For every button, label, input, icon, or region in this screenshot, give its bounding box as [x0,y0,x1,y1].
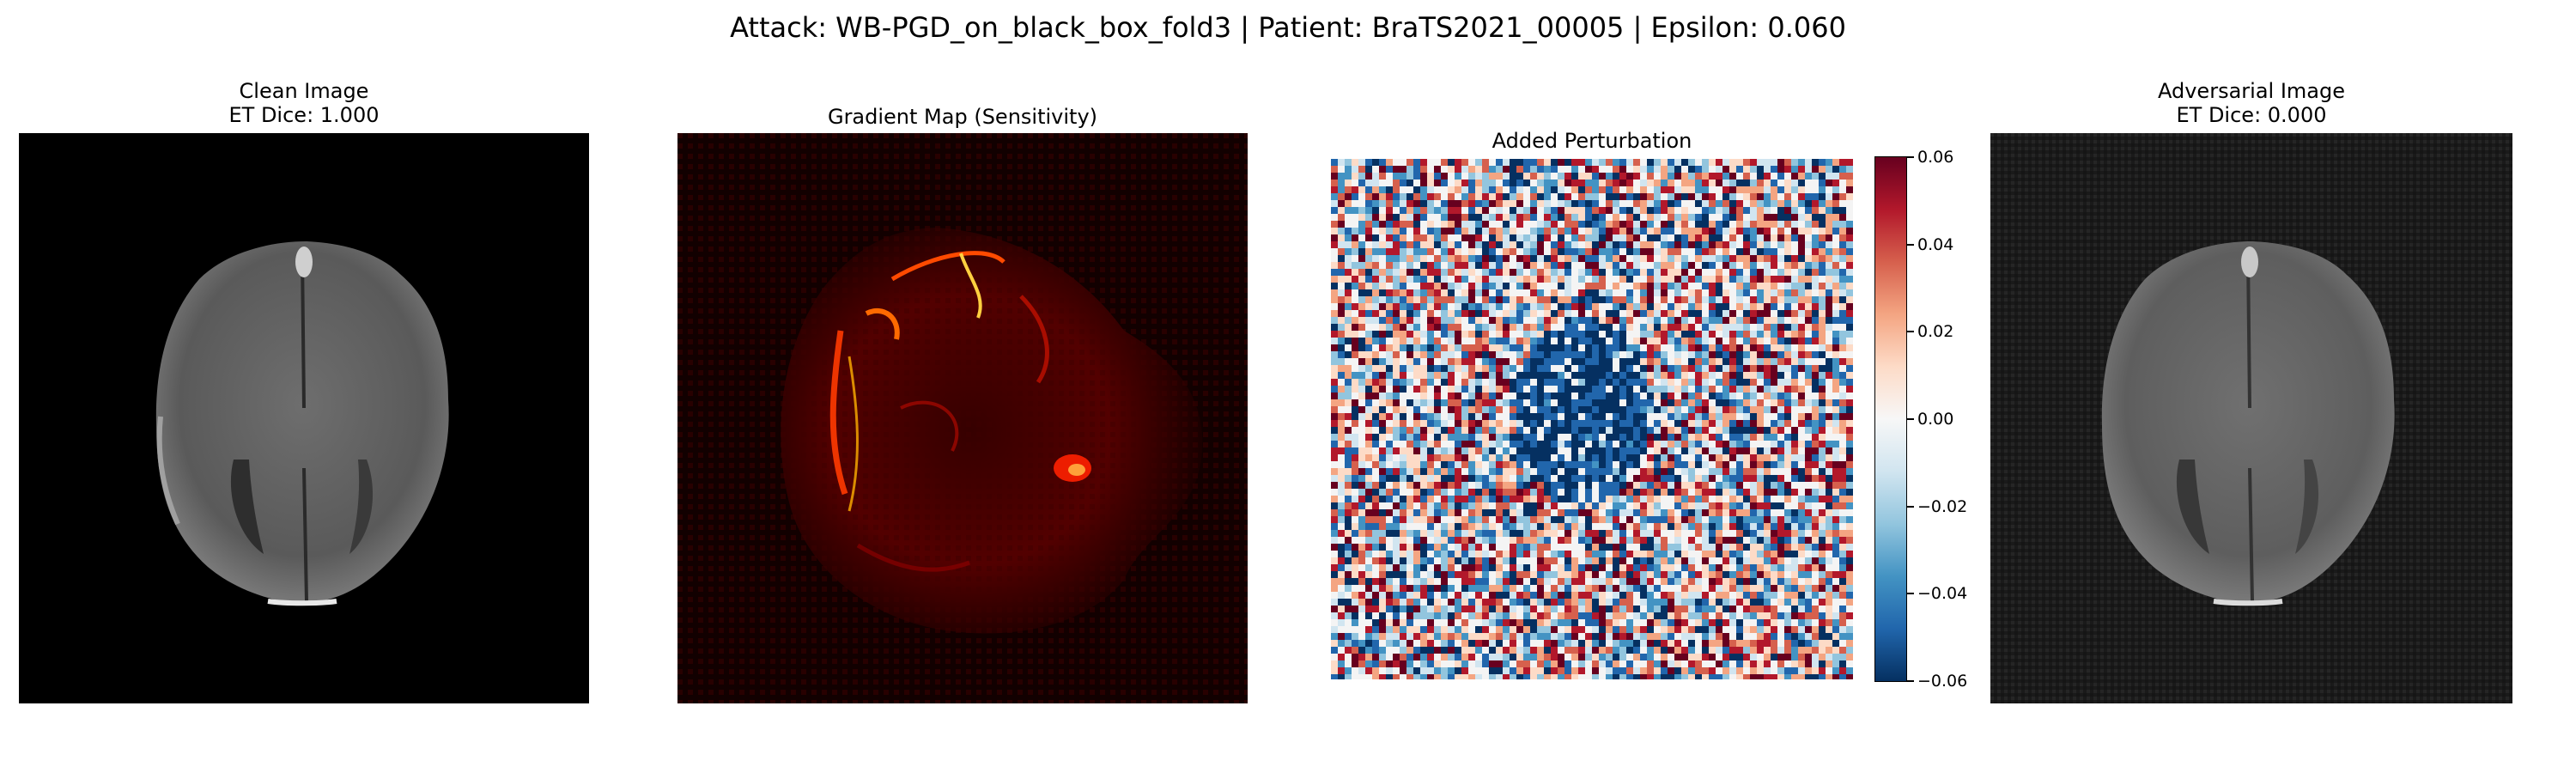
colorbar-tick-label: 0.02 [1917,322,1954,341]
colorbar-tick-label: −0.04 [1917,584,1968,603]
gradient-map-title: Gradient Map (Sensitivity) [827,105,1098,129]
colorbar-tick [1907,244,1914,246]
perturbation-map [1331,159,1853,679]
colorbar-tick [1907,156,1914,158]
colorbar-tick-label: −0.02 [1917,497,1968,516]
perturbation-title: Added Perturbation [1492,129,1692,153]
clean-image-title-line1: Clean Image [239,79,369,103]
gradient-map [677,133,1248,703]
colorbar-tick-label: 0.00 [1917,410,1954,429]
adversarial-image-title: Adversarial Image ET Dice: 0.000 [1990,79,2512,127]
adversarial-image-dice: ET Dice: 0.000 [2176,103,2327,127]
colorbar-tick [1907,418,1914,420]
colorbar-gradient [1874,156,1907,682]
clean-image [19,133,589,703]
adversarial-image [1990,133,2512,703]
adversarial-image-title-line1: Adversarial Image [2158,79,2345,103]
colorbar-tick [1907,680,1914,682]
colorbar-tick [1907,331,1914,332]
colorbar-tick-label: 0.04 [1917,235,1954,254]
colorbar-tick [1907,506,1914,508]
colorbar-tick-label: 0.06 [1917,148,1954,167]
figure-title: Attack: WB-PGD_on_black_box_fold3 | Pati… [730,11,1846,44]
clean-image-title: Clean Image ET Dice: 1.000 [19,79,589,127]
colorbar: 0.06 0.04 0.02 0.00 −0.02 −0.04 −0.06 [1874,148,1978,691]
colorbar-tick-label: −0.06 [1917,672,1968,691]
clean-image-dice: ET Dice: 1.000 [228,103,380,127]
colorbar-tick [1907,593,1914,594]
